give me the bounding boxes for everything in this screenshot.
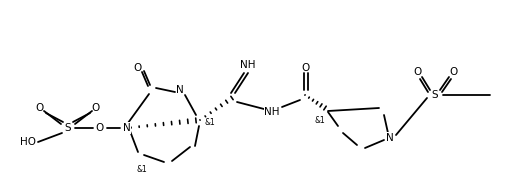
- Text: HO: HO: [20, 137, 36, 147]
- Text: O: O: [134, 63, 142, 73]
- Text: &1: &1: [204, 117, 215, 126]
- Text: O: O: [449, 67, 457, 77]
- Text: O: O: [301, 63, 309, 73]
- Text: NH: NH: [264, 107, 280, 117]
- Text: N: N: [123, 123, 131, 133]
- Text: O: O: [92, 103, 100, 113]
- Text: S: S: [432, 90, 438, 100]
- Text: N: N: [176, 85, 184, 95]
- Text: S: S: [65, 123, 72, 133]
- Text: O: O: [96, 123, 104, 133]
- Text: &1: &1: [315, 116, 326, 125]
- Text: N: N: [386, 133, 394, 143]
- Text: &1: &1: [136, 165, 147, 174]
- Text: O: O: [36, 103, 44, 113]
- Text: O: O: [414, 67, 422, 77]
- Text: NH: NH: [240, 60, 256, 70]
